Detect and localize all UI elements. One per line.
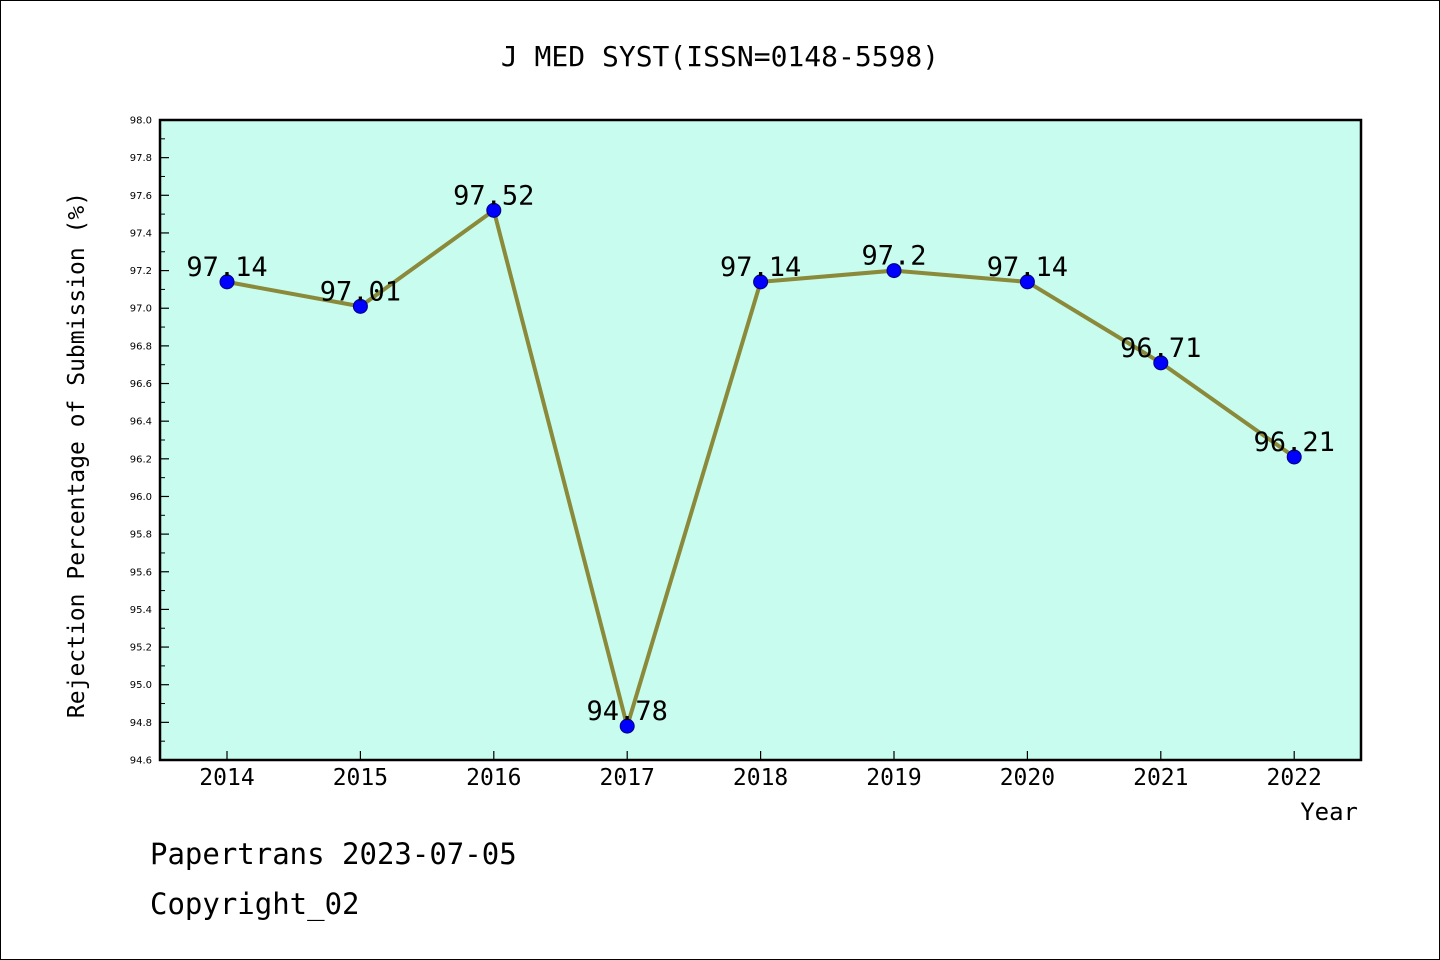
x-tick-label: 2015 xyxy=(333,765,388,791)
footer-copyright: Copyright_02 xyxy=(150,887,360,922)
data-point xyxy=(1153,355,1169,371)
data-point xyxy=(486,202,502,218)
data-point xyxy=(619,718,635,734)
y-tick-label: 94.6 xyxy=(130,756,152,767)
x-axis: 2014 2015 2016 2017 2018 2019 2020 2021 2022 xyxy=(199,751,1322,791)
data-label: 94.78 xyxy=(587,696,668,727)
series-markers xyxy=(219,202,1302,734)
y-tick-label: 96.2 xyxy=(130,454,152,465)
x-tick-label: 2016 xyxy=(466,765,521,791)
data-point xyxy=(1286,449,1302,465)
x-tick-label: 2014 xyxy=(199,765,254,791)
data-label: 96.21 xyxy=(1254,427,1335,458)
y-tick-label: 97.0 xyxy=(130,304,152,315)
data-point xyxy=(352,298,368,314)
data-point xyxy=(753,274,769,290)
y-tick-label: 94.8 xyxy=(130,718,152,729)
y-axis-label: Rejection Percentage of Submission (%) xyxy=(64,192,90,718)
y-tick-label: 95.4 xyxy=(130,605,152,616)
y-tick-label: 96.0 xyxy=(130,492,152,503)
data-point xyxy=(886,263,902,279)
y-tick-label: 97.4 xyxy=(130,228,152,239)
data-labels: 97.14 97.01 97.52 94.78 97.14 97.2 97.14 96.71 9… xyxy=(186,180,1334,727)
data-label: 97.14 xyxy=(720,252,801,283)
y-axis: 94.6 94.8 95.0 95.2 95.4 95.6 95.8 96.0 96.2 96.4… xyxy=(130,116,169,767)
y-tick-label: 95.2 xyxy=(130,643,152,654)
y-tick-label: 97.6 xyxy=(130,191,152,202)
data-point xyxy=(219,274,235,290)
data-point xyxy=(1019,274,1035,290)
y-tick-label: 98.0 xyxy=(130,116,152,127)
x-tick-label: 2021 xyxy=(1133,765,1188,791)
y-tick-label: 96.4 xyxy=(130,417,152,428)
x-tick-label: 2019 xyxy=(866,765,921,791)
y-tick-label: 97.2 xyxy=(130,266,152,277)
y-tick-label: 97.8 xyxy=(130,153,152,164)
x-tick-label: 2020 xyxy=(1000,765,1055,791)
x-axis-label: Year xyxy=(1300,798,1358,826)
data-label: 97.2 xyxy=(861,241,926,272)
y-tick-label: 95.8 xyxy=(130,530,152,541)
data-label: 97.14 xyxy=(987,252,1068,283)
x-tick-label: 2022 xyxy=(1267,765,1322,791)
data-label: 96.71 xyxy=(1120,333,1201,364)
y-tick-label: 96.6 xyxy=(130,379,152,390)
y-tick-label: 95.0 xyxy=(130,680,152,691)
footer-date: Papertrans 2023-07-05 xyxy=(150,837,517,871)
data-label: 97.52 xyxy=(453,180,534,211)
data-label: 97.14 xyxy=(186,252,267,283)
plot-area xyxy=(158,118,1363,762)
chart-title: J MED SYST(ISSN=0148-5598) xyxy=(501,40,939,73)
x-tick-label: 2017 xyxy=(600,765,655,791)
y-tick-label: 95.6 xyxy=(130,567,152,578)
y-tick-label: 96.8 xyxy=(130,341,152,352)
x-tick-label: 2018 xyxy=(733,765,788,791)
data-label: 97.01 xyxy=(320,276,401,307)
